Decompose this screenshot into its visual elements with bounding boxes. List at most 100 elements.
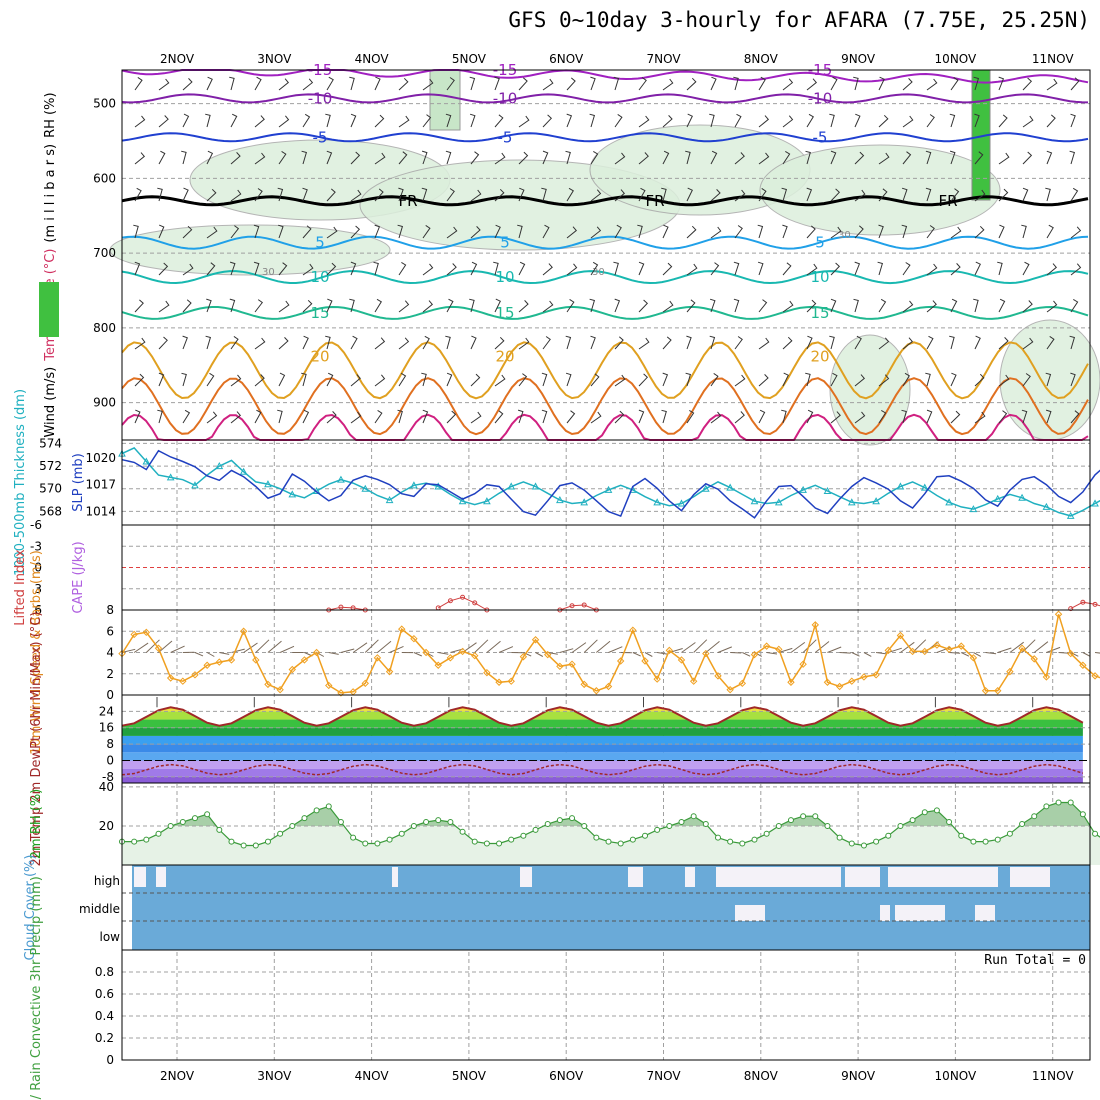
rh-point bbox=[204, 811, 211, 818]
lifted-index-point bbox=[1080, 599, 1086, 605]
wind10m-barb bbox=[1009, 641, 1024, 653]
wind10m-barb bbox=[231, 648, 245, 653]
wind-speed-point bbox=[483, 668, 491, 677]
wind-barb bbox=[638, 373, 649, 387]
isotherm-label: 20 bbox=[310, 347, 329, 365]
wind-barb bbox=[374, 337, 386, 350]
wind-speed-point bbox=[507, 677, 515, 685]
wind-barb bbox=[854, 151, 865, 165]
wind-barb bbox=[782, 336, 793, 350]
wind-speed-point bbox=[568, 660, 576, 668]
rh-point bbox=[812, 813, 819, 820]
wind-barb bbox=[1022, 373, 1031, 387]
isotherm-label: 5 bbox=[315, 234, 325, 252]
lifted-index-point bbox=[1068, 606, 1074, 612]
wind-barb bbox=[229, 76, 235, 91]
wind-speed-point bbox=[835, 682, 844, 691]
rh-point bbox=[860, 842, 867, 849]
slp-line bbox=[121, 449, 1100, 519]
wind-barb bbox=[853, 298, 859, 313]
wind-speed-point bbox=[604, 682, 613, 691]
wind-barb bbox=[974, 411, 986, 424]
wind-speed-point bbox=[154, 644, 163, 652]
rh-point bbox=[885, 832, 892, 839]
wind-barb bbox=[398, 187, 404, 202]
wind-barb bbox=[422, 224, 431, 239]
wind-barb bbox=[590, 373, 600, 387]
day-label-bottom: 2NOV bbox=[160, 1069, 195, 1083]
wind-barb bbox=[710, 411, 722, 424]
wind-barb bbox=[422, 114, 432, 128]
isotherm-line bbox=[121, 132, 1089, 143]
wind-barb bbox=[781, 187, 788, 202]
cloud-gap-high bbox=[796, 867, 841, 887]
wind-barb bbox=[181, 150, 187, 165]
wind-barb bbox=[469, 76, 476, 91]
isotherm-line bbox=[121, 305, 1089, 320]
wind10m-barb bbox=[352, 642, 368, 653]
thickness-point bbox=[1042, 502, 1051, 510]
wind10m-barb bbox=[876, 652, 887, 655]
cloud-gap-high bbox=[392, 867, 398, 887]
rh-point bbox=[617, 840, 624, 847]
pressure-tick-label: 600 bbox=[93, 171, 116, 185]
wind-barb bbox=[830, 298, 837, 313]
thickness-point bbox=[531, 482, 540, 490]
rh-point bbox=[131, 838, 138, 845]
wind-barb bbox=[853, 76, 859, 91]
wind-barb bbox=[374, 224, 381, 239]
temp-band bbox=[122, 719, 1083, 728]
wind10m-barb bbox=[608, 646, 623, 653]
wind-speed-point bbox=[884, 646, 892, 655]
temp-line bbox=[121, 706, 1084, 727]
cloud-gap-high bbox=[716, 867, 806, 887]
wind-barb bbox=[974, 261, 981, 276]
day-label-bottom: 6NOV bbox=[549, 1069, 584, 1083]
slp-ylabel: SLP (mb) bbox=[71, 453, 86, 512]
wind-barb bbox=[662, 262, 673, 276]
wind-barb bbox=[662, 150, 670, 165]
rh-shading-area bbox=[759, 144, 1001, 236]
chart-title: GFS 0~10day 3-hourly for AFARA (7.75E, 2… bbox=[508, 8, 1090, 32]
wind-barb bbox=[206, 298, 212, 313]
rh-point bbox=[970, 838, 977, 845]
day-label-bottom: 8NOV bbox=[744, 1069, 779, 1083]
precip-tick-label: 0 bbox=[106, 1053, 114, 1067]
wind10m-barb bbox=[438, 652, 449, 655]
wind-tick-label: 0 bbox=[106, 688, 114, 702]
wind-barb bbox=[566, 410, 576, 424]
wind-barb bbox=[589, 298, 596, 313]
wind-speed-point bbox=[1018, 644, 1026, 652]
rh-point bbox=[824, 822, 831, 829]
wind10m-barb bbox=[1033, 641, 1049, 653]
rh-point bbox=[690, 813, 697, 820]
rh-point bbox=[423, 819, 430, 826]
wind-barb bbox=[326, 188, 336, 202]
thickness-point bbox=[604, 485, 613, 493]
rh-point bbox=[629, 836, 636, 843]
wind-barb bbox=[878, 224, 884, 239]
temp-tick-label: 24 bbox=[99, 704, 114, 718]
wind-barb bbox=[758, 409, 766, 424]
wind10m-barb bbox=[790, 641, 806, 653]
wind-barb bbox=[758, 337, 770, 350]
wind-barb bbox=[830, 76, 838, 91]
wind-barb bbox=[374, 76, 381, 91]
wind-speed-point bbox=[665, 646, 674, 655]
wind-barb bbox=[1070, 187, 1079, 202]
day-label-top: 5NOV bbox=[452, 52, 487, 66]
temp-tick-label: 0 bbox=[106, 753, 114, 767]
wind-barb bbox=[1021, 224, 1027, 239]
wind-barb bbox=[878, 188, 888, 202]
wind-barb bbox=[542, 224, 550, 239]
wind-speed-point bbox=[957, 642, 965, 650]
rh2m-panel: 20 40 2m RH (%) bbox=[29, 780, 1100, 866]
thickness-point bbox=[799, 485, 807, 493]
rh-tick-label: 20 bbox=[99, 819, 114, 833]
wind-barb bbox=[325, 335, 331, 350]
wind-barb bbox=[350, 374, 361, 387]
rh-point bbox=[800, 813, 807, 820]
wind-barb bbox=[686, 409, 695, 424]
wind-barb bbox=[686, 187, 693, 202]
wind-barb bbox=[134, 261, 141, 276]
